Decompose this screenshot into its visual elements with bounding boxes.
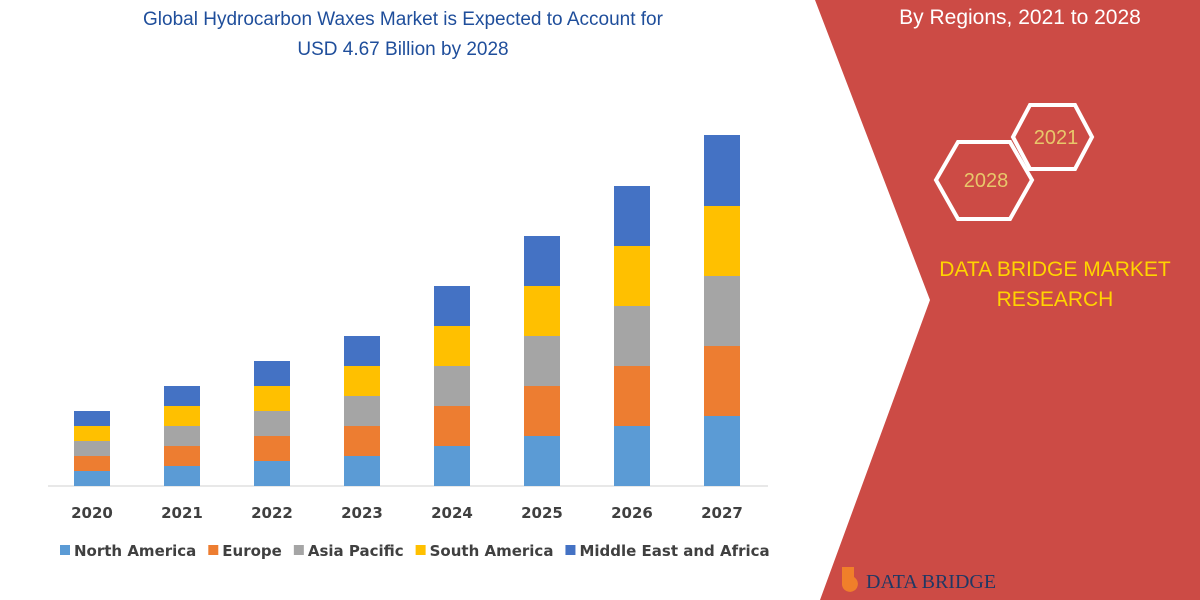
bar-segment [524, 336, 560, 386]
bar-segment [704, 416, 740, 486]
x-tick-label: 2025 [521, 504, 563, 522]
bar-segment [614, 186, 650, 246]
legend-swatch [60, 545, 70, 555]
bar-segment [704, 346, 740, 416]
bar-segment [704, 206, 740, 276]
x-tick-label: 2027 [701, 504, 743, 522]
chart-title: USD 4.67 Billion by 2028 [297, 39, 508, 60]
bar-segment [74, 411, 110, 426]
badge-hexagon [933, 140, 1035, 221]
bar-segment [164, 466, 200, 486]
bar-segment [164, 406, 200, 426]
logo-text: DATA BRIDGE [866, 571, 996, 593]
legend-label: Middle East and Africa [579, 542, 769, 560]
x-tick-label: 2023 [341, 504, 383, 522]
legend-swatch [208, 545, 219, 555]
bar-segment [524, 436, 560, 486]
bar-segment [74, 426, 110, 441]
badge-label: 2028 [964, 170, 1009, 192]
bar-segment [614, 306, 650, 366]
bar-segment [614, 366, 650, 426]
bar-segment [254, 386, 290, 411]
bar-segment [434, 446, 470, 486]
side-panel-bg [815, 0, 1200, 600]
bar-segment [524, 236, 560, 286]
bar-segment [434, 406, 470, 446]
legend-label: Asia Pacific [308, 542, 404, 560]
bar-segment [344, 456, 380, 486]
bar-segment [344, 366, 380, 396]
brand: DATA BRIDGE MARKET RESEARCH [939, 258, 1171, 311]
legend-swatch [415, 545, 426, 555]
bar-segment [74, 471, 110, 486]
bar-segment [74, 441, 110, 456]
bar-segment [344, 396, 380, 426]
bar-segment [254, 411, 290, 436]
bar-segment [254, 461, 290, 486]
bar-segment [434, 326, 470, 366]
subtitle: By Regions, 2021 to 2028 [899, 6, 1141, 29]
bar-segment [704, 135, 740, 206]
x-tick-label: 2026 [611, 504, 653, 522]
bar-segment [614, 426, 650, 486]
bar-segment [164, 426, 200, 446]
bar-segment [524, 286, 560, 336]
legend-label: South America [430, 542, 554, 560]
bar-segment [434, 366, 470, 406]
legend-swatch [565, 545, 576, 555]
x-tick-label: 2020 [71, 504, 113, 522]
bar-segment [254, 361, 290, 386]
bar-segment [164, 386, 200, 406]
x-tick-label: 2024 [431, 504, 473, 522]
badge-label: 2021 [1034, 127, 1079, 149]
bar-segment [524, 386, 560, 436]
x-tick-label: 2021 [161, 504, 203, 522]
bar-segment [344, 336, 380, 366]
bar-segment [434, 286, 470, 326]
legend-label: Europe [222, 542, 282, 560]
bar-segment [344, 426, 380, 456]
bar-segment [254, 436, 290, 461]
badge-hexagon [1010, 103, 1095, 171]
chart-title: Global Hydrocarbon Waxes Market is Expec… [143, 9, 664, 30]
bar-segment [704, 276, 740, 346]
legend-label: North America [74, 542, 196, 560]
bar-segment [164, 446, 200, 466]
logo-icon [842, 567, 858, 592]
bar-segment [614, 246, 650, 306]
x-tick-label: 2022 [251, 504, 293, 522]
bar-segment [74, 456, 110, 471]
legend-swatch [293, 545, 304, 555]
